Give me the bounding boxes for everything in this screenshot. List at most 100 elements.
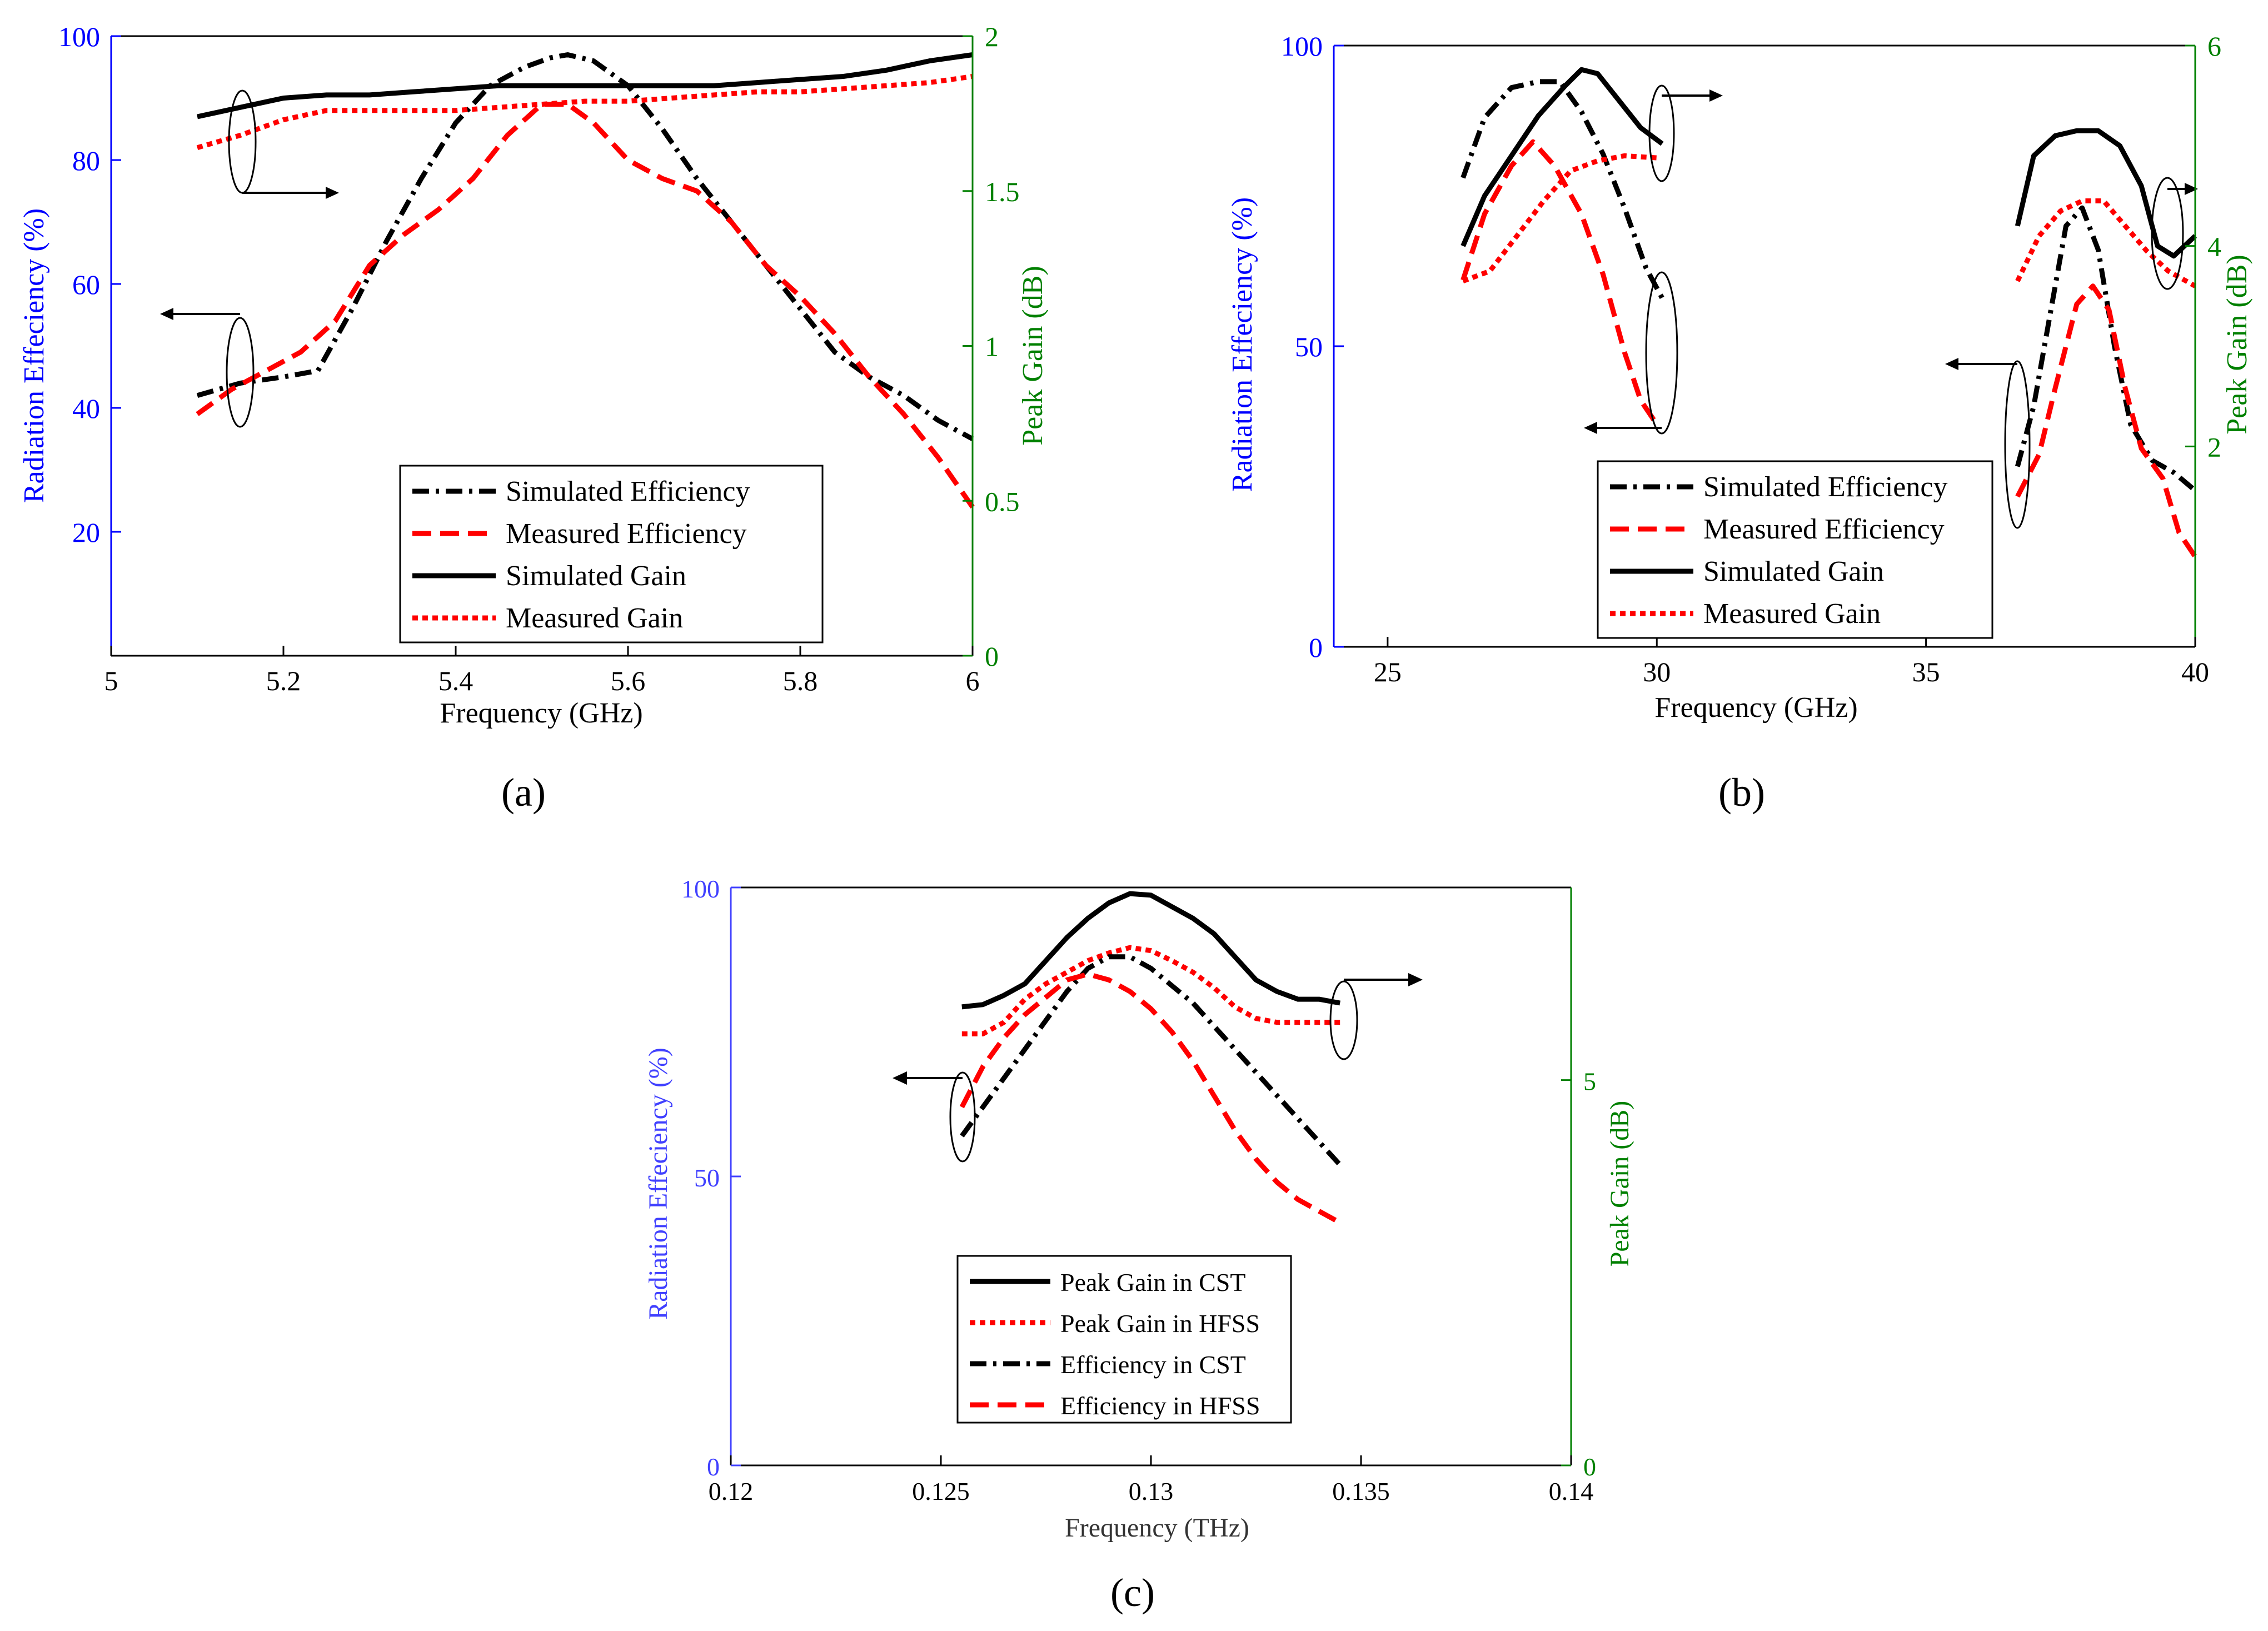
x-tick-label: 0.135	[1332, 1477, 1390, 1505]
legend-box	[1597, 460, 1993, 639]
legend-label: Peak Gain in CST	[1060, 1268, 1245, 1296]
series-line-simulated-gain-band-1	[1461, 67, 1664, 247]
series-line-measured-gain-band-2	[2015, 198, 2197, 288]
series-line-efficiency-in-cst	[960, 954, 1342, 1167]
series-line-simulated-gain-band-2	[2015, 128, 2197, 259]
legend-label: Simulated Gain	[1703, 556, 1884, 587]
legend-label: Efficiency in CST	[1060, 1350, 1246, 1379]
legend-label: Simulated Efficiency	[1703, 471, 1947, 503]
x-tick-label: 0.125	[912, 1477, 970, 1505]
panel-b-legend: Simulated Efficiency Measured Efficiency S…	[1597, 460, 1993, 639]
y2-tick-label: 0	[985, 641, 999, 672]
panel-b-y2label: Peak Gain (dB)	[2221, 255, 2253, 434]
gain-arrow-head-low	[1709, 89, 1723, 102]
gain-arrow-head-high	[2185, 183, 2198, 195]
gain-arrow-head	[326, 187, 339, 199]
y-tick-label: 100	[58, 21, 100, 52]
y2-tick-label: 0.5	[985, 486, 1020, 517]
series-line-measured-efficiency	[196, 102, 975, 508]
x-tick-label: 40	[2181, 656, 2209, 687]
x-tick-label: 30	[1643, 656, 1671, 687]
panel-c-xlabel: Frequency (THz)	[1065, 1513, 1249, 1543]
series-line-peak-gain-in-hfss	[961, 945, 1340, 1036]
series-line-measured-efficiency-band-1	[1461, 139, 1659, 426]
series-line-peak-gain-in-cst	[961, 891, 1341, 1010]
legend-label: Measured Gain	[506, 602, 683, 634]
panel-a-series	[196, 52, 975, 508]
gain-arrow-head	[1408, 973, 1423, 986]
panel-b-frame: 25 30 35 40 0 50 100 2 4 6	[1281, 31, 2221, 687]
y2-tick-label: 1.5	[985, 176, 1020, 207]
x-tick-label: 5.2	[266, 665, 301, 696]
panel-a-frame: 5 5.2 5.4 5.6 5.8 6 20 40 60 80 100 0 0.5 1 1.5 2	[58, 21, 1020, 696]
x-tick-label: 5.8	[783, 665, 818, 696]
panel-c-ylabel: Radiation Effeciency (%)	[644, 1048, 673, 1320]
y-tick-label: 20	[72, 517, 100, 548]
y-tick-label: 80	[72, 145, 100, 176]
panel-a-label: (a)	[501, 770, 546, 815]
panel-b-xlabel: Frequency (GHz)	[1654, 692, 1857, 724]
gain-group-ellipse	[1329, 980, 1358, 1060]
x-tick-label: 0.12	[709, 1477, 754, 1505]
series-line-simulated-efficiency	[196, 52, 974, 441]
x-tick-label: 6	[966, 665, 980, 696]
efficiency-arrow-head	[160, 308, 173, 320]
panel-b-ylabel: Radiation Effeciency (%)	[1227, 197, 1258, 492]
series-line-measured-efficiency-band-2	[2015, 283, 2197, 558]
efficiency-group-ellipse-high	[2004, 360, 2031, 529]
y2-tick-label: 4	[2207, 231, 2221, 262]
x-tick-label: 35	[1912, 656, 1940, 687]
legend-label: Simulated Efficiency	[506, 476, 750, 507]
efficiency-group-ellipse	[226, 317, 255, 428]
y-tick-label: 50	[1295, 331, 1323, 362]
panel-b-label: (b)	[1718, 770, 1765, 815]
y-tick-label: 50	[694, 1164, 720, 1192]
chart-panel-b: 25 30 35 40 0 50 100 2 4 6 Simulated Efficiency Me…	[1227, 31, 2253, 815]
x-tick-label: 5.6	[611, 665, 646, 696]
gain-group-ellipse-high	[2151, 177, 2184, 290]
efficiency-arrow-head-high	[1945, 358, 1958, 370]
panel-c-annotations	[893, 973, 1423, 1163]
legend-label: Simulated Gain	[506, 560, 686, 592]
series-line-measured-gain	[196, 74, 973, 151]
panel-c-y2label: Peak Gain (dB)	[1605, 1101, 1634, 1267]
y2-tick-label: 5	[1583, 1068, 1596, 1096]
chart-panel-a: 5 5.2 5.4 5.6 5.8 6 20 40 60 80 100 0 0.5 1 1.5 2 Simul…	[18, 21, 1049, 815]
panel-c-legend: Peak Gain in CST Peak Gain in HFSS Efficie…	[956, 1255, 1292, 1424]
y2-tick-label: 2	[985, 21, 999, 52]
efficiency-group-ellipse	[949, 1071, 976, 1163]
y2-tick-label: 1	[985, 331, 999, 362]
y2-tick-label: 0	[1583, 1453, 1596, 1481]
legend-label: Measured Gain	[1703, 598, 1881, 630]
y-tick-label: 40	[72, 393, 100, 424]
x-tick-label: 25	[1374, 656, 1402, 687]
series-line-simulated-gain	[197, 52, 973, 119]
y-tick-label: 60	[72, 269, 100, 300]
series-line-simulated-efficiency-band-2	[2015, 205, 2197, 493]
y-tick-label: 0	[1309, 632, 1323, 663]
y-tick-label: 100	[681, 875, 720, 903]
panel-a-y2label: Peak Gain (dB)	[1017, 266, 1049, 445]
panel-c-series	[959, 891, 1342, 1225]
panel-c-label: (c)	[1110, 1570, 1155, 1615]
panel-a-xlabel: Frequency (GHz)	[440, 697, 642, 729]
panel-a-ylabel: Radiation Effeciency (%)	[18, 208, 50, 503]
series-line-simulated-efficiency-band-1	[1461, 79, 1664, 300]
legend-label: Measured Efficiency	[506, 518, 747, 550]
efficiency-arrow-head	[893, 1071, 907, 1085]
y2-tick-label: 6	[2207, 31, 2221, 62]
panel-b-series	[1461, 67, 2197, 558]
legend-label: Efficiency in HFSS	[1060, 1391, 1260, 1420]
series-line-efficiency-in-hfss	[959, 971, 1342, 1225]
y-tick-label: 0	[707, 1453, 720, 1481]
efficiency-arrow-head-low	[1584, 422, 1597, 434]
x-tick-label: 0.13	[1129, 1477, 1174, 1505]
legend-label: Peak Gain in HFSS	[1060, 1309, 1260, 1338]
efficiency-group-ellipse-low	[1645, 271, 1678, 435]
y-tick-label: 100	[1281, 31, 1323, 62]
legend-box	[399, 465, 824, 644]
x-tick-label: 5	[104, 665, 118, 696]
